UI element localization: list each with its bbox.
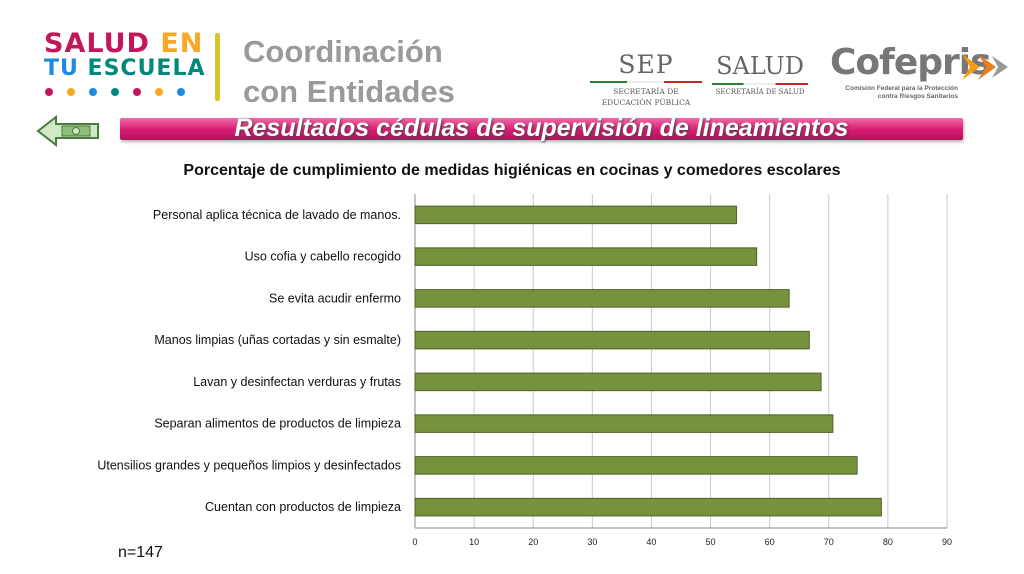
salud-logo-stripe [712, 83, 808, 85]
category-label: Utensilios grandes y pequeños limpios y … [97, 458, 401, 472]
category-label: Lavan y desinfectan verduras y frutas [193, 375, 401, 389]
section-title: Coordinación con Entidades [243, 34, 455, 109]
bar [414, 372, 822, 392]
logo-dot [155, 88, 163, 96]
bar [414, 456, 858, 475]
category-label: Personal aplica técnica de lavado de man… [153, 208, 401, 222]
cofepris-logo: Cofepris Comisión Federal para la Protec… [830, 42, 1010, 101]
sep-logo-name: SEP [618, 50, 674, 79]
sample-size-note: n=147 [118, 544, 163, 561]
banner-bar [120, 118, 963, 140]
category-label: Manos limpias (uñas cortadas y sin esmal… [154, 333, 401, 347]
bar [414, 205, 738, 225]
category-label: Se evita acudir enfermo [269, 291, 401, 305]
bar [414, 330, 810, 350]
program-logo-dots [45, 88, 185, 96]
category-label: Cuentan con productos de limpieza [205, 500, 401, 514]
salud-logo-sub: SECRETARÍA DE SALUD [715, 88, 805, 96]
category-label: Uso cofia y cabello recogido [245, 250, 401, 264]
x-tick-label: 90 [942, 537, 952, 547]
x-tick-label: 0 [412, 537, 417, 547]
sep-logo: SEP SECRETARÍA DE EDUCACIÓN PÚBLICA [590, 50, 702, 108]
chart-title: Porcentaje de cumplimiento de medidas hi… [183, 162, 841, 179]
x-tick-label: 70 [824, 537, 834, 547]
cofepris-logo-sub: Comisión Federal para la Protección cont… [845, 85, 958, 100]
logo-dot [111, 88, 119, 96]
category-label: Separan alimentos de productos de limpie… [154, 417, 401, 431]
x-tick-label: 30 [587, 537, 597, 547]
logo-dot [45, 88, 53, 96]
bar-chart: 0 10 20 30 40 50 60 70 80 90 Personal aplica técni… [97, 194, 952, 547]
logo-dot [177, 88, 185, 96]
bar [414, 247, 758, 266]
logo-dot [133, 88, 141, 96]
program-logo-line1: SALUD EN [44, 28, 204, 59]
x-tick-label: 20 [528, 537, 538, 547]
sep-logo-sub: SECRETARÍA DE EDUCACIÓN PÚBLICA [601, 87, 691, 107]
x-tick-label: 50 [706, 537, 716, 547]
salud-logo: SALUD SECRETARÍA DE SALUD [712, 52, 808, 96]
x-tick-label: 40 [646, 537, 656, 547]
logo-dot [89, 88, 97, 96]
banner-title: Resultados cédulas de supervisión de lin… [234, 114, 849, 142]
x-tick-label: 60 [765, 537, 775, 547]
program-logo-line2: TU ESCUELA [44, 56, 206, 81]
x-tick-label: 10 [469, 537, 479, 547]
salud-logo-name: SALUD [716, 52, 804, 80]
money-back-arrow-icon[interactable] [36, 115, 102, 147]
bar [414, 497, 882, 517]
x-tick-label: 80 [883, 537, 893, 547]
bar [414, 289, 790, 308]
double-chevron-right-icon [962, 54, 1008, 80]
logo-dot [67, 88, 75, 96]
bar [414, 414, 834, 433]
sep-logo-stripe [590, 81, 702, 83]
logo-divider [215, 33, 220, 101]
